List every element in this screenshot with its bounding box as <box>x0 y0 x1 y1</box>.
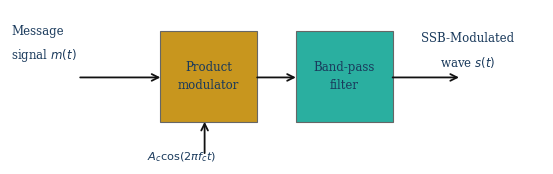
Text: Band-pass
filter: Band-pass filter <box>314 61 375 92</box>
Text: Message: Message <box>11 25 64 38</box>
Text: SSB-Modulated: SSB-Modulated <box>421 32 514 45</box>
Text: Product
modulator: Product modulator <box>178 61 239 92</box>
Bar <box>160 31 257 122</box>
Bar <box>296 31 393 122</box>
Text: signal $m(t)$: signal $m(t)$ <box>11 47 77 64</box>
Text: wave $s(t)$: wave $s(t)$ <box>440 55 495 70</box>
Text: $A_c\cos(2\pi f_c t)$: $A_c\cos(2\pi f_c t)$ <box>147 151 216 164</box>
